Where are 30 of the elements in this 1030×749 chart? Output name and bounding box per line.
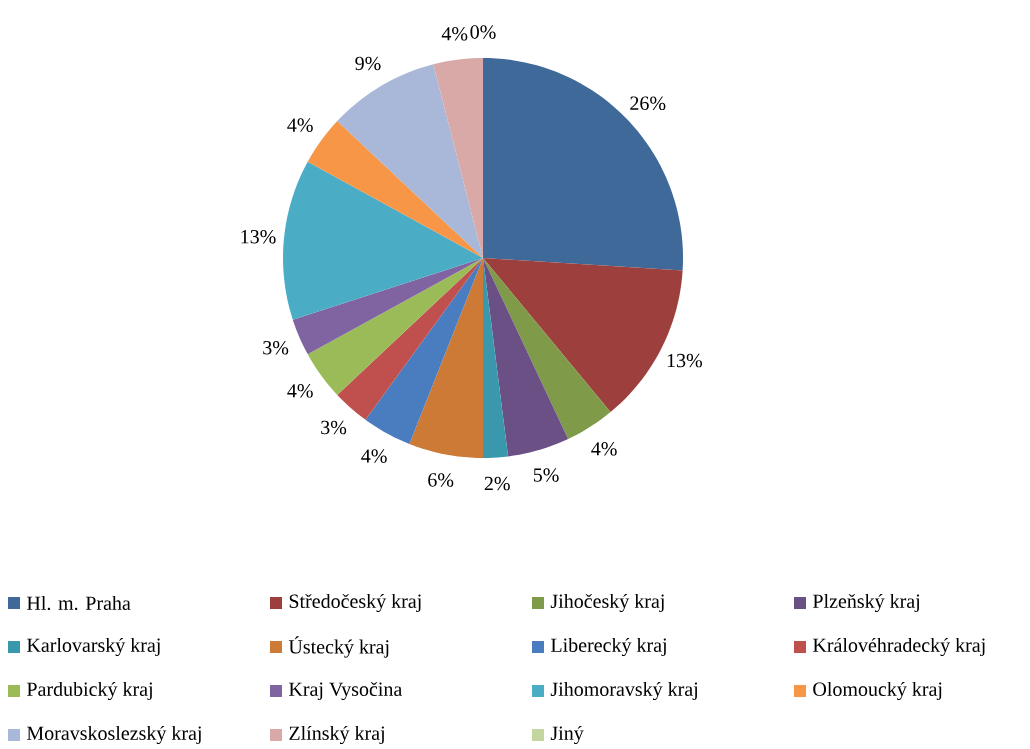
legend-label: Ústecký kraj — [288, 636, 389, 658]
legend-label: Jihomoravský kraj — [550, 681, 698, 701]
legend-label: Karlovarský kraj — [26, 637, 160, 657]
data-label: 2% — [484, 476, 510, 491]
data-label: 9% — [355, 56, 381, 71]
data-label: 3% — [321, 420, 347, 435]
data-label: 13% — [667, 353, 703, 368]
legend-label: Plzeňský kraj — [812, 593, 920, 613]
legend-label: Kraj Vysočina — [288, 681, 402, 701]
legend-label: Pardubický kraj — [26, 681, 152, 701]
data-label: 4% — [287, 118, 313, 132]
data-label: 5% — [533, 468, 559, 482]
legend-label: Jiný — [550, 725, 584, 745]
data-label: 26% — [630, 96, 666, 111]
legend-label: Královéhradecký kraj — [812, 637, 985, 657]
data-label: 6% — [428, 473, 454, 487]
legend-label: Moravskoslezský kraj — [26, 725, 201, 745]
legend-label: Liberecký kraj — [550, 637, 666, 657]
data-label: 13% — [241, 229, 276, 244]
data-label: 4% — [441, 26, 468, 41]
legend-label: Zlínský kraj — [289, 725, 384, 745]
legend-label: Středočeský kraj — [289, 593, 421, 613]
data-label: 4% — [361, 449, 387, 463]
data-label: 3% — [263, 340, 289, 355]
text: 0% — [470, 25, 496, 39]
legend-label: Hl. m. Praha — [26, 595, 131, 611]
legend-label: Jihočeský kraj — [550, 593, 664, 613]
data-label: 4% — [591, 442, 617, 456]
legend-label: Olomoucký kraj — [813, 681, 942, 701]
data-label: 4% — [287, 384, 313, 398]
